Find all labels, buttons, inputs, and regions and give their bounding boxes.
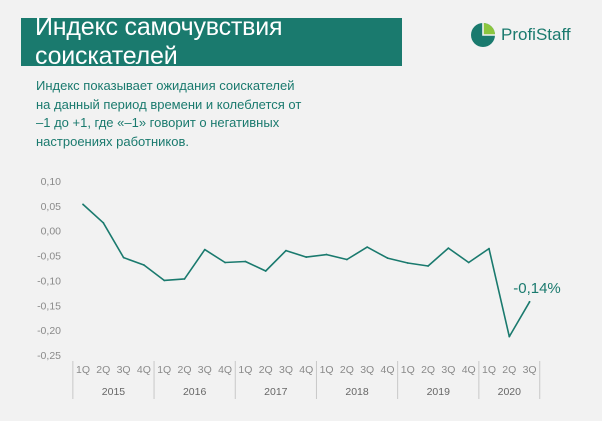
y-axis: 0,10 0,05 0,00 -0,05 -0,10 -0,15 -0,20 -0,25 (37, 176, 61, 362)
data-point (386, 257, 389, 259)
y-tick-label: 0,10 (41, 176, 62, 188)
data-point (143, 264, 145, 266)
data-point (122, 256, 125, 259)
profistaff-logo-icon (471, 23, 495, 47)
x-tick-label: 1Q (320, 364, 334, 376)
x-tick-label: 4Q (380, 364, 394, 376)
data-point (488, 247, 490, 250)
data-point (224, 261, 227, 264)
series-line-index (82, 203, 531, 338)
data-point (366, 246, 369, 249)
logo-text: ProfiStaff (501, 25, 571, 44)
data-point (82, 203, 84, 206)
year-label: 2020 (498, 386, 522, 398)
data-point (447, 247, 450, 250)
x-tick-label: 4Q (137, 364, 151, 376)
x-tick-label: 2Q (502, 364, 516, 376)
year-label: 2017 (264, 386, 288, 398)
x-tick-label: 4Q (299, 364, 313, 376)
data-point (244, 260, 247, 263)
year-label: 2019 (427, 386, 451, 398)
y-tick-label: -0,25 (37, 350, 61, 362)
x-tick-label: 3Q (117, 364, 131, 376)
data-point (406, 262, 409, 264)
series-points (82, 203, 531, 338)
x-tick-label: 2Q (340, 364, 354, 376)
data-point (427, 265, 429, 267)
y-tick-label: -0,10 (37, 275, 61, 287)
x-tick-label: 1Q (401, 364, 415, 376)
data-point (163, 279, 166, 282)
x-tick-label: 3Q (279, 364, 293, 376)
profistaff-logo: ProfiStaff (470, 22, 571, 48)
data-point (183, 278, 186, 280)
y-tick-label: -0,05 (37, 251, 61, 263)
subtitle-text: Индекс показывает ожидания соискателей н… (36, 78, 302, 149)
data-point (508, 335, 511, 338)
x-tick-label: 1Q (157, 364, 171, 376)
x-axis: 1Q 2Q 3Q 4Q 1Q 2Q 3Q 4Q 1Q 2Q 3Q 4Q 1Q 2Q 3Q 4Q 1Q 2Q 3Q 4Q… (72, 361, 541, 399)
y-tick-label: 0,05 (41, 201, 62, 213)
data-point (346, 258, 348, 261)
x-tick-label: 3Q (360, 364, 374, 376)
x-tick-label: 2Q (96, 364, 110, 376)
year-label: 2015 (102, 386, 126, 398)
x-tick-label: 3Q (198, 364, 212, 376)
data-point (528, 300, 531, 303)
y-tick-label: 0,00 (41, 226, 62, 238)
data-point (203, 248, 206, 251)
y-tick-label: -0,20 (37, 325, 61, 337)
x-tick-label: 1Q (482, 364, 496, 376)
page-title: Индекс самочувствия соискателей (35, 13, 283, 70)
x-tick-label: 4Q (218, 364, 232, 376)
data-point (325, 253, 328, 256)
data-point (264, 270, 267, 272)
data-point (102, 221, 105, 224)
x-tick-label: 1Q (76, 364, 90, 376)
y-tick-label: -0,15 (37, 300, 61, 312)
data-point (305, 256, 308, 258)
year-label: 2016 (183, 386, 207, 398)
x-tick-label: 3Q (441, 364, 455, 376)
x-tick-label: 2Q (421, 364, 435, 376)
annotation-last-value: -0,14% (513, 280, 561, 297)
x-tick-label: 2Q (177, 364, 191, 376)
x-tick-label: 3Q (523, 364, 537, 376)
year-label: 2018 (345, 386, 369, 398)
title-banner: Индекс самочувствия соискателей (21, 13, 402, 70)
data-point (285, 249, 287, 252)
x-tick-label: 2Q (259, 364, 273, 376)
x-tick-label: 4Q (462, 364, 476, 376)
x-tick-label: 1Q (238, 364, 252, 376)
data-point (467, 261, 470, 264)
